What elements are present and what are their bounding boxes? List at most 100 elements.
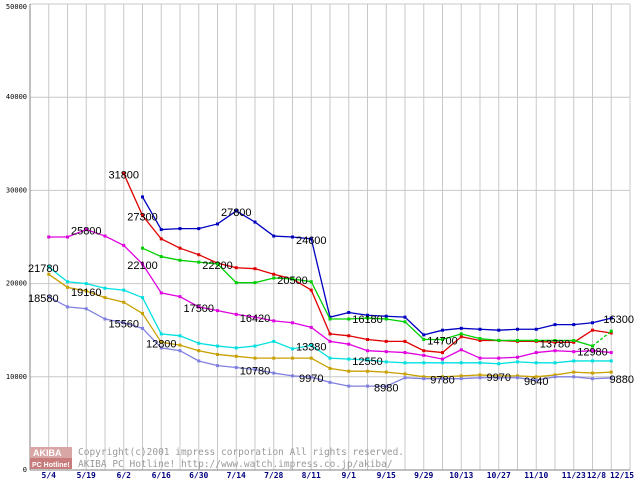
data-point-cyan (159, 332, 163, 336)
x-tick-label: 9/29 (414, 471, 433, 480)
data-point-cyan (403, 361, 407, 365)
data-point-purple (272, 371, 276, 375)
data-point-cyan (553, 361, 557, 365)
data-point-blue (366, 313, 369, 317)
data-point-purple (459, 377, 463, 381)
data-point-magenta (441, 357, 444, 361)
data-label: 12550 (352, 356, 383, 368)
data-point-magenta (403, 351, 407, 355)
data-point-gold (122, 300, 126, 304)
data-point-purple (478, 376, 482, 380)
data-point-green (159, 255, 163, 259)
data-point-purple (441, 377, 444, 381)
data-point-purple (403, 376, 407, 380)
data-point-cyan (497, 362, 501, 366)
data-point-blue (403, 315, 407, 319)
data-point-blue (609, 316, 613, 320)
data-point-blue (309, 237, 313, 241)
data-point-cyan (178, 334, 182, 338)
data-point-red (384, 339, 388, 343)
data-point-cyan (253, 344, 257, 348)
data-point-blue (497, 328, 501, 332)
data-point-purple (141, 326, 144, 330)
data-point-magenta (103, 234, 107, 238)
data-point-gold (309, 356, 313, 360)
data-point-green (516, 338, 519, 342)
data-point-red (609, 331, 613, 335)
x-axis-labels: 5/4 5/19 6/2 6/16 6/30 7/14 7/28 8/11 9/1 9/15 9/2… (42, 471, 635, 480)
data-point-green (141, 246, 144, 250)
data-point-purple (366, 384, 369, 388)
data-point-magenta (572, 350, 576, 354)
data-label: 25800 (71, 226, 102, 238)
data-point-gold (291, 356, 294, 360)
data-point-purple (216, 364, 219, 368)
data-point-gold (497, 374, 501, 378)
data-point-magenta (253, 315, 257, 319)
data-label: 12980 (577, 347, 608, 359)
data-point-magenta (159, 291, 163, 295)
data-point-magenta (591, 349, 594, 353)
data-point-cyan (328, 356, 332, 360)
data-point-red (178, 246, 182, 250)
data-point-gold (422, 375, 426, 379)
data-point-gold (84, 289, 88, 293)
copyright-text: Copyright(c)2001 impress corporation All… (78, 447, 404, 458)
data-point-gold (272, 356, 276, 360)
data-point-gold (216, 352, 219, 356)
data-point-green (553, 338, 557, 342)
chart-grid (30, 3, 631, 471)
data-point-blue (216, 222, 219, 226)
data-label: 9970 (487, 372, 511, 384)
data-point-magenta (497, 356, 501, 360)
x-tick-label: 6/2 (117, 471, 132, 480)
data-point-gold (591, 371, 594, 375)
data-point-magenta (534, 351, 538, 355)
data-point-blue (459, 326, 463, 330)
data-point-magenta (141, 262, 144, 266)
x-tick-label: 10/13 (449, 471, 473, 480)
data-point-gold (103, 296, 107, 300)
data-point-red (572, 340, 576, 344)
data-point-blue (253, 220, 257, 224)
data-point-purple (47, 295, 51, 299)
data-point-magenta (272, 319, 276, 323)
data-point-gold (178, 343, 182, 347)
data-label: 21780 (28, 263, 59, 275)
data-point-blue (384, 314, 388, 318)
data-point-cyan (141, 296, 144, 300)
data-point-green (572, 338, 576, 342)
data-point-purple (234, 365, 238, 369)
data-point-cyan (366, 358, 369, 362)
data-point-gold (366, 369, 369, 373)
data-label: 31800 (108, 170, 139, 182)
data-point-green (291, 277, 294, 281)
data-point-blue (441, 328, 444, 332)
data-point-green (384, 317, 388, 321)
data-point-red (478, 338, 482, 342)
data-point-green (591, 344, 594, 348)
data-point-purple (291, 374, 294, 378)
data-point-red (272, 272, 276, 276)
data-label: 9640 (524, 376, 548, 388)
data-point-green (216, 262, 219, 266)
data-point-cyan (478, 361, 482, 365)
data-point-magenta (291, 321, 294, 325)
data-point-purple (497, 376, 501, 380)
y-tick-label: 0 (23, 466, 27, 474)
data-point-green (197, 260, 201, 264)
data-point-cyan (216, 344, 219, 348)
data-point-magenta (309, 325, 313, 329)
series-line-green-dashed (592, 330, 612, 347)
x-tick-label: 9/1 (342, 471, 357, 480)
y-tick-label: 30000 (6, 186, 27, 194)
data-point-gold (347, 369, 351, 373)
x-tick-label: 12/15 (610, 471, 634, 480)
data-point-cyan (572, 359, 576, 363)
data-point-cyan (516, 360, 519, 364)
data-point-gold (534, 375, 538, 379)
data-label: 13380 (296, 341, 327, 353)
x-tick-label: 10/27 (487, 471, 511, 480)
data-point-purple (84, 307, 88, 311)
data-point-magenta (516, 355, 519, 359)
